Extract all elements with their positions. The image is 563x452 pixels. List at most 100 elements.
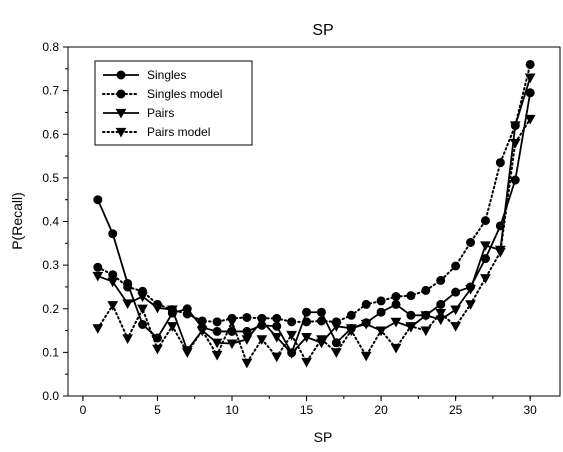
data-point: [271, 333, 283, 343]
data-point: [405, 322, 417, 332]
x-tick-label: 0: [80, 403, 87, 417]
data-point: [123, 282, 133, 292]
data-point: [212, 326, 222, 336]
legend-marker: [115, 108, 127, 119]
data-point: [241, 358, 253, 369]
data-point: [524, 73, 536, 84]
data-point: [346, 310, 356, 320]
legend-label: Singles: [147, 68, 186, 82]
legend-label: Singles model: [147, 87, 222, 101]
y-tick-label: 0.2: [42, 302, 59, 316]
data-point: [451, 287, 461, 297]
data-point: [495, 158, 505, 168]
data-point: [122, 299, 133, 310]
x-tick-label: 30: [524, 403, 538, 417]
data-point: [421, 285, 431, 295]
data-point: [436, 275, 446, 285]
data-point: [451, 261, 461, 271]
y-tick-label: 0.0: [42, 389, 59, 403]
data-point: [375, 326, 387, 337]
data-point: [331, 338, 341, 348]
series-pairs-model: [92, 114, 536, 369]
data-point: [360, 319, 372, 330]
data-point: [420, 326, 432, 337]
y-axis-label: P(Recall): [9, 192, 25, 250]
data-point: [93, 262, 103, 272]
data-point: [302, 317, 312, 327]
data-point: [524, 114, 536, 125]
data-point: [450, 305, 461, 316]
data-point: [242, 326, 252, 336]
data-point: [301, 357, 312, 368]
data-point: [331, 348, 342, 358]
data-point: [302, 307, 312, 317]
data-point: [391, 299, 401, 309]
data-point: [271, 352, 283, 363]
data-point: [361, 299, 371, 309]
y-tick-label: 0.6: [42, 127, 59, 141]
legend-marker: [115, 127, 127, 138]
data-point: [138, 319, 148, 329]
x-tick-label: 20: [374, 403, 388, 417]
series-layer: [92, 59, 536, 369]
y-tick-label: 0.8: [42, 40, 59, 54]
data-point: [122, 334, 133, 344]
data-point: [196, 326, 208, 337]
x-tick-label: 15: [300, 403, 314, 417]
data-point: [465, 300, 476, 310]
data-point: [376, 296, 386, 306]
data-point: [420, 311, 432, 321]
data-point: [167, 305, 178, 316]
data-point: [212, 317, 222, 327]
data-point: [390, 343, 402, 354]
data-point: [226, 317, 238, 328]
y-tick-label: 0.4: [42, 215, 59, 229]
data-point: [272, 321, 282, 331]
data-point: [466, 237, 476, 247]
data-point: [152, 303, 163, 314]
data-point: [391, 292, 401, 302]
data-point: [406, 310, 416, 320]
data-point: [286, 349, 297, 359]
legend-marker: [116, 89, 126, 99]
data-point: [181, 348, 193, 358]
data-point: [182, 309, 192, 319]
data-point: [211, 338, 223, 349]
data-point: [509, 138, 521, 149]
y-tick-label: 0.3: [42, 258, 59, 272]
data-point: [256, 335, 268, 345]
data-point: [137, 292, 148, 303]
y-tick-label: 0.1: [42, 345, 59, 359]
data-point: [450, 322, 461, 332]
data-point: [286, 330, 297, 341]
data-point: [197, 316, 207, 326]
data-point: [272, 313, 282, 323]
data-point: [256, 316, 268, 327]
chart-title: SP: [312, 22, 333, 39]
data-point: [287, 317, 297, 327]
data-point: [108, 229, 118, 239]
data-point: [480, 274, 491, 284]
x-tick-label: 10: [225, 403, 239, 417]
legend-label: Pairs: [147, 106, 174, 120]
data-point: [510, 175, 520, 185]
data-point: [152, 344, 163, 355]
data-point: [480, 216, 490, 226]
y-tick-label: 0.7: [42, 84, 59, 98]
data-point: [226, 339, 238, 350]
x-tick-label: 5: [154, 403, 161, 417]
legend: Singles Singles model Pairs Pairs model: [94, 60, 253, 146]
data-point: [242, 312, 252, 322]
legend-marker: [116, 70, 126, 80]
data-point: [495, 247, 506, 258]
data-point: [525, 88, 535, 98]
data-point: [390, 317, 402, 328]
data-point: [241, 335, 253, 345]
data-point: [93, 195, 103, 205]
data-point: [436, 299, 446, 309]
data-point: [107, 277, 119, 288]
data-point: [406, 291, 416, 301]
data-point: [435, 309, 447, 319]
data-point: [137, 304, 148, 315]
